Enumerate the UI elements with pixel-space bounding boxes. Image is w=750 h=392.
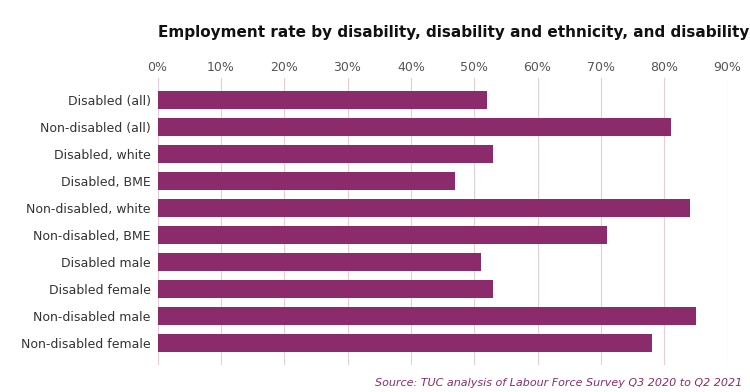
Bar: [158, 118, 670, 136]
Bar: [158, 253, 481, 271]
Bar: [158, 226, 608, 244]
Bar: [158, 172, 455, 190]
Bar: [158, 199, 689, 217]
Bar: [158, 280, 494, 298]
Text: Source: TUC analysis of Labour Force Survey Q3 2020 to Q2 2021: Source: TUC analysis of Labour Force Sur…: [375, 378, 742, 388]
Bar: [158, 307, 696, 325]
Bar: [158, 334, 652, 352]
Text: Employment rate by disability, disability and ethnicity, and disability and gend: Employment rate by disability, disabilit…: [158, 25, 750, 40]
Bar: [158, 91, 487, 109]
Bar: [158, 145, 494, 163]
